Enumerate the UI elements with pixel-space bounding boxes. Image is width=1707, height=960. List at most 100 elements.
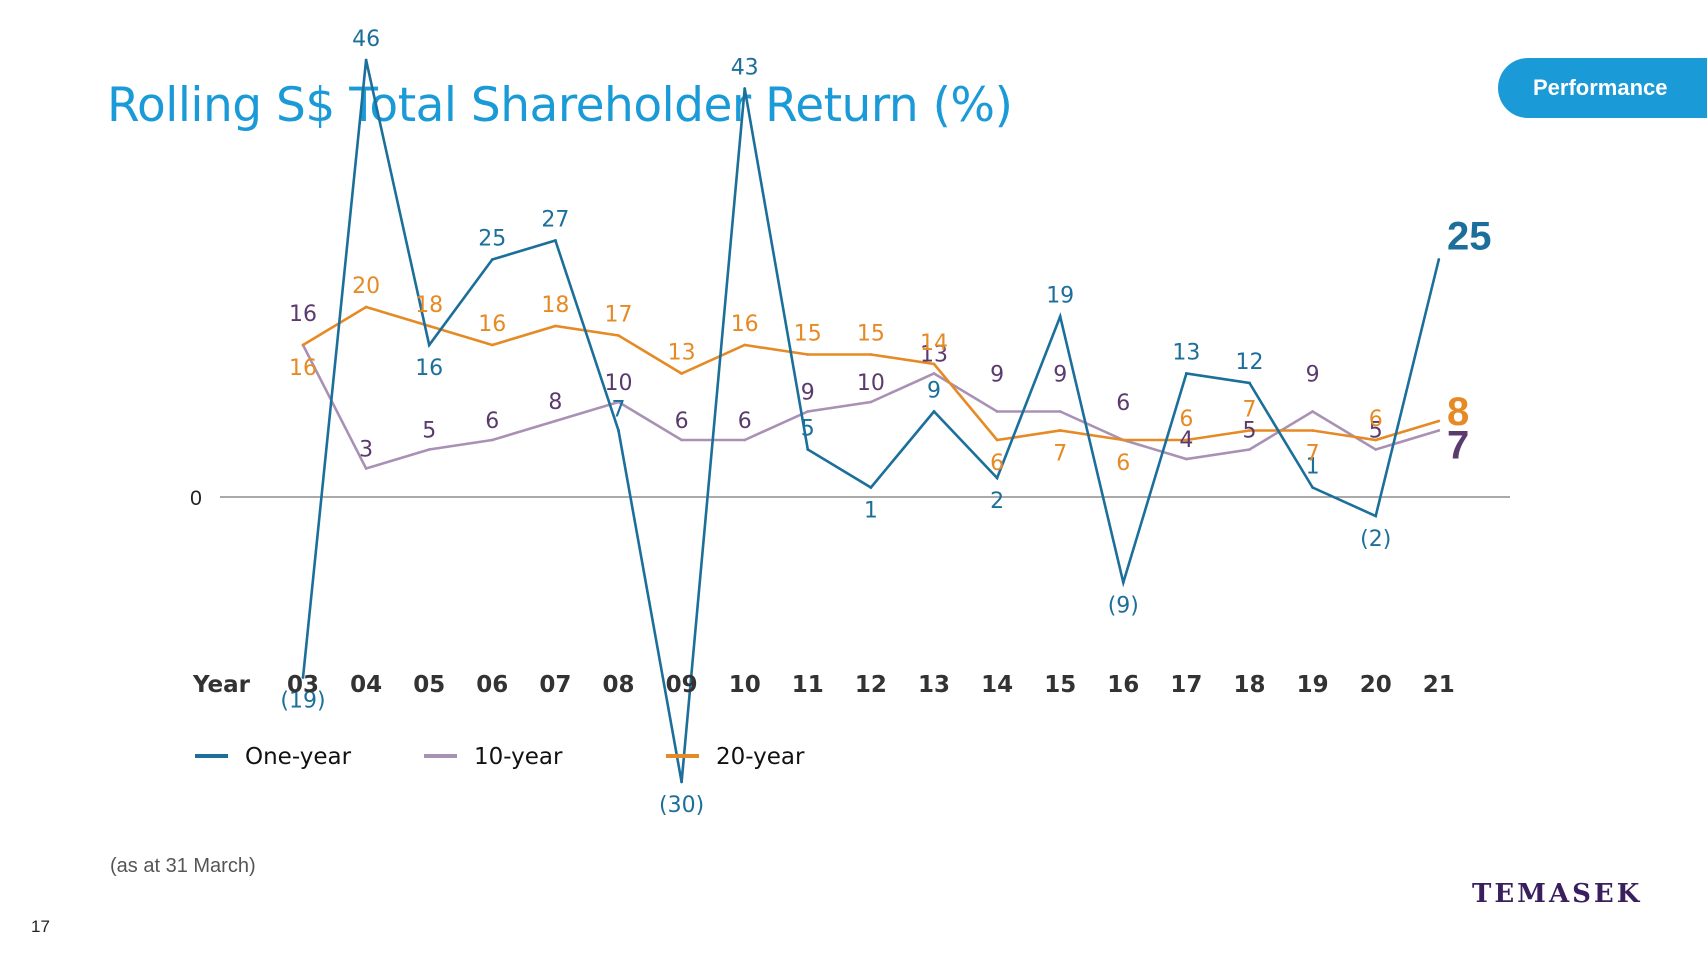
data-point-one-year	[806, 448, 810, 451]
x-tick-label: 09	[666, 672, 698, 698]
data-label-one-year: 5	[801, 417, 815, 442]
x-tick-label: 10	[729, 672, 761, 698]
data-point-20-year	[1121, 438, 1125, 442]
section-badge[interactable]: Performance	[1498, 58, 1707, 118]
data-point-10-year	[1374, 448, 1378, 451]
data-label-one-year: 46	[352, 27, 380, 52]
data-label-10-year: 8	[548, 390, 562, 415]
x-tick-label: 06	[476, 672, 508, 698]
data-label-one-year: 9	[927, 379, 941, 404]
data-point-10-year	[995, 410, 999, 413]
data-point-10-year	[1058, 410, 1062, 413]
data-point-one-year	[617, 429, 620, 432]
end-label-20-year: 8	[1447, 390, 1469, 434]
section-badge-label: Performance	[1533, 75, 1668, 100]
data-point-one-year	[743, 87, 747, 90]
x-tick-label: 14	[981, 672, 1013, 698]
data-label-one-year: (19)	[280, 689, 325, 714]
data-label-20-year: 20	[352, 274, 380, 299]
data-label-one-year: 16	[415, 356, 443, 381]
data-label-one-year: 1	[1306, 455, 1320, 480]
data-point-one-year	[680, 780, 683, 784]
data-label-20-year: 6	[990, 451, 1004, 476]
data-point-20-year	[806, 353, 810, 356]
zero-tick-label: 0	[190, 487, 202, 510]
data-point-10-year	[1311, 410, 1314, 413]
legend-label-one-year: One-year	[245, 744, 352, 770]
legend-label-10-year: 10-year	[474, 744, 563, 770]
data-label-20-year: 14	[920, 331, 948, 356]
data-point-20-year	[1311, 429, 1314, 432]
page-number: 17	[31, 917, 50, 936]
x-tick-label: 17	[1170, 672, 1202, 698]
x-tick-label: 18	[1233, 672, 1265, 698]
data-label-20-year: 18	[541, 293, 569, 318]
data-label-10-year: 4	[1179, 428, 1193, 453]
data-point-10-year	[932, 372, 936, 375]
data-label-20-year: 15	[794, 322, 822, 347]
data-point-one-year	[1058, 315, 1062, 318]
data-point-20-year	[1248, 429, 1251, 432]
data-label-one-year: 12	[1236, 350, 1264, 375]
data-point-one-year	[1437, 258, 1441, 261]
data-label-one-year: 43	[731, 56, 759, 81]
data-label-10-year: 5	[1243, 419, 1257, 444]
data-point-one-year	[301, 676, 305, 679]
data-point-20-year	[743, 343, 747, 347]
data-label-20-year: 15	[857, 322, 885, 347]
data-label-20-year: 16	[478, 312, 506, 337]
data-point-one-year	[490, 258, 494, 261]
data-label-10-year: 6	[738, 409, 752, 434]
data-label-10-year: 6	[675, 409, 689, 434]
page-title: Rolling S$ Total Shareholder Return (%)	[107, 78, 1013, 133]
legend-label-20-year: 20-year	[716, 744, 805, 770]
x-tick-label: 07	[539, 672, 571, 698]
x-tick-label: 19	[1297, 672, 1329, 698]
data-label-one-year: 1	[864, 499, 878, 524]
data-point-10-year	[806, 410, 810, 413]
data-label-one-year: (30)	[659, 793, 704, 818]
data-point-20-year	[490, 343, 494, 347]
data-label-20-year: 17	[605, 303, 633, 328]
data-label-10-year: 9	[1053, 363, 1067, 388]
data-label-10-year: 10	[857, 371, 885, 396]
data-point-10-year	[617, 400, 620, 404]
data-label-20-year: 16	[289, 356, 317, 381]
data-label-10-year: 13	[920, 343, 948, 368]
series-line-10-year	[301, 344, 1440, 471]
x-tick-label: 21	[1423, 672, 1455, 698]
data-point-10-year	[680, 438, 683, 442]
data-point-10-year	[743, 438, 747, 442]
data-point-one-year	[932, 410, 936, 413]
x-tick-label: 04	[350, 672, 382, 698]
data-label-10-year: 16	[289, 302, 317, 327]
data-label-one-year: 25	[478, 227, 506, 252]
data-point-one-year	[1374, 514, 1378, 518]
data-point-one-year	[1248, 381, 1251, 385]
data-point-one-year	[869, 486, 873, 489]
x-tick-label: 12	[855, 672, 887, 698]
data-point-one-year	[554, 239, 557, 242]
data-label-one-year: 27	[541, 208, 569, 233]
data-label-20-year: 6	[1116, 451, 1130, 476]
data-label-20-year: 16	[731, 312, 759, 337]
data-label-10-year: 6	[1116, 391, 1130, 416]
data-label-10-year: 5	[422, 419, 436, 444]
end-label-10-year: 7	[1447, 424, 1469, 468]
data-point-20-year	[869, 353, 873, 356]
x-tick-label: 16	[1107, 672, 1139, 698]
data-label-20-year: 18	[415, 293, 443, 318]
data-point-one-year	[995, 476, 999, 480]
data-point-10-year	[1248, 448, 1251, 451]
data-label-10-year: 9	[1306, 363, 1320, 388]
data-point-20-year	[932, 362, 936, 366]
data-label-20-year: 6	[1179, 407, 1193, 432]
data-point-20-year	[554, 324, 557, 328]
data-point-one-year	[1185, 372, 1188, 375]
data-point-10-year	[554, 419, 557, 423]
x-tick-label: 13	[918, 672, 950, 698]
x-tick-label: 03	[287, 672, 319, 698]
data-label-20-year: 7	[1306, 442, 1320, 467]
data-point-20-year	[680, 372, 683, 375]
data-point-10-year	[364, 467, 368, 470]
